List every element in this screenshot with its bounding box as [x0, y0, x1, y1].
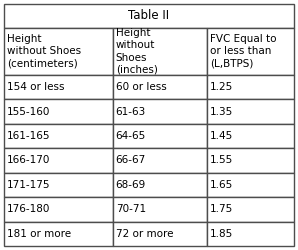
Text: 1.55: 1.55: [210, 156, 233, 166]
Bar: [207, 75, 294, 99]
Bar: [113, 197, 207, 222]
Text: Height
without Shoes
(centimeters): Height without Shoes (centimeters): [7, 34, 81, 69]
Text: 60 or less: 60 or less: [116, 82, 167, 92]
Bar: [207, 28, 294, 75]
Bar: [207, 197, 294, 222]
Bar: [4, 124, 113, 148]
Bar: [4, 28, 113, 75]
Bar: [207, 173, 294, 197]
Text: 1.35: 1.35: [210, 106, 233, 117]
Bar: [4, 4, 294, 28]
Bar: [113, 28, 207, 75]
Bar: [4, 197, 113, 222]
Text: 64-65: 64-65: [116, 131, 146, 141]
Bar: [113, 173, 207, 197]
Text: 1.25: 1.25: [210, 82, 233, 92]
Bar: [113, 148, 207, 173]
Bar: [207, 222, 294, 246]
Bar: [4, 75, 113, 99]
Bar: [113, 124, 207, 148]
Text: 166-170: 166-170: [7, 156, 50, 166]
Text: 1.45: 1.45: [210, 131, 233, 141]
Text: 154 or less: 154 or less: [7, 82, 64, 92]
Bar: [4, 222, 113, 246]
Bar: [207, 99, 294, 124]
Bar: [113, 75, 207, 99]
Bar: [4, 173, 113, 197]
Bar: [4, 99, 113, 124]
Text: FVC Equal to
or less than
(L,BTPS): FVC Equal to or less than (L,BTPS): [210, 34, 277, 69]
Text: 171-175: 171-175: [7, 180, 50, 190]
Text: 72 or more: 72 or more: [116, 229, 173, 239]
Text: 66-67: 66-67: [116, 156, 146, 166]
Bar: [113, 222, 207, 246]
Text: 181 or more: 181 or more: [7, 229, 71, 239]
Bar: [207, 148, 294, 173]
Text: 68-69: 68-69: [116, 180, 146, 190]
Text: 161-165: 161-165: [7, 131, 50, 141]
Bar: [4, 148, 113, 173]
Bar: [207, 124, 294, 148]
Text: 70-71: 70-71: [116, 204, 146, 214]
Text: 61-63: 61-63: [116, 106, 146, 117]
Text: Table II: Table II: [128, 9, 170, 22]
Text: 155-160: 155-160: [7, 106, 50, 117]
Text: 1.65: 1.65: [210, 180, 233, 190]
Text: 1.75: 1.75: [210, 204, 233, 214]
Bar: [113, 99, 207, 124]
Text: 1.85: 1.85: [210, 229, 233, 239]
Text: Height
without
Shoes
(inches): Height without Shoes (inches): [116, 28, 158, 75]
Text: 176-180: 176-180: [7, 204, 50, 214]
